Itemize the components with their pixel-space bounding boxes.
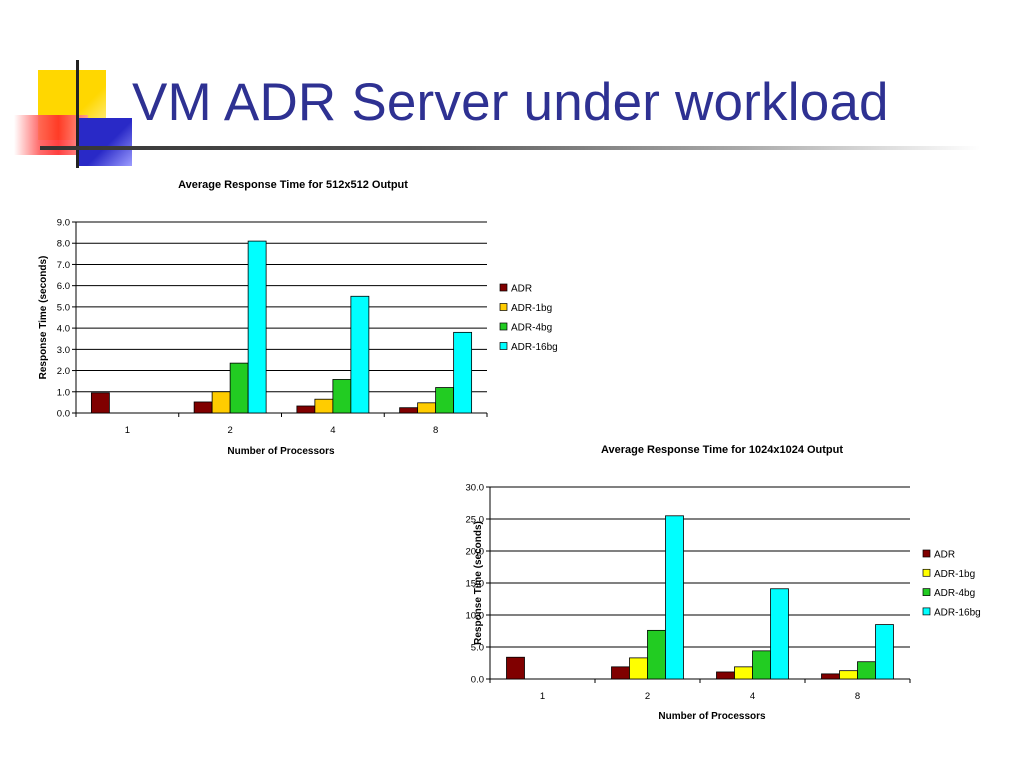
x-tick-label: 4 xyxy=(750,691,755,702)
bar-adr-4bg xyxy=(857,661,876,680)
y-tick-label: 3.0 xyxy=(57,345,70,356)
y-tick-label: 5.0 xyxy=(471,643,484,654)
legend-swatch xyxy=(922,607,931,616)
slide-title: VM ADR Server under workload xyxy=(132,73,889,132)
legend-label: ADR-16bg xyxy=(934,607,981,618)
legend-label: ADR xyxy=(511,284,532,295)
x-tick-label: 2 xyxy=(645,691,650,702)
y-tick-label: 25.0 xyxy=(466,515,485,526)
y-axis-label: Response Time (seconds) xyxy=(473,521,484,645)
legend-label: ADR xyxy=(934,550,955,561)
bar-adr-4bg xyxy=(647,629,666,680)
logo-blue-square xyxy=(78,118,132,166)
x-tick-label: 8 xyxy=(855,691,860,702)
y-tick-label: 6.0 xyxy=(57,281,70,292)
bar-adr xyxy=(611,666,630,680)
y-tick-label: 0.0 xyxy=(471,675,484,686)
x-tick-label: 1 xyxy=(540,691,545,702)
legend-swatch xyxy=(499,342,508,350)
y-tick-label: 8.0 xyxy=(57,239,70,250)
legend-swatch xyxy=(922,588,931,596)
bar-adr xyxy=(90,392,110,414)
y-tick-label: 10.0 xyxy=(466,611,485,622)
bar-adr-16bg xyxy=(770,588,789,680)
legend-label: ADR-1bg xyxy=(934,569,975,580)
y-axis-label: Response Time (seconds) xyxy=(38,256,49,380)
x-axis-label: Number of Processors xyxy=(227,446,335,457)
legend-label: ADR-16bg xyxy=(511,342,558,353)
chart-title: Average Response Time for 512x512 Output xyxy=(178,179,408,191)
bar-adr-16bg xyxy=(247,240,267,414)
bar-adr xyxy=(506,656,525,680)
bar-adr-16bg xyxy=(350,295,370,414)
title-underline xyxy=(40,146,980,150)
legend-swatch xyxy=(499,322,508,331)
x-tick-label: 8 xyxy=(433,425,438,436)
y-tick-label: 4.0 xyxy=(57,324,70,335)
x-axis-label: Number of Processors xyxy=(658,711,766,722)
logo-vertical-line xyxy=(76,60,79,168)
y-tick-label: 0.0 xyxy=(57,409,70,420)
bar-adr-1bg xyxy=(839,670,858,680)
bar-adr-1bg xyxy=(734,666,753,680)
y-tick-label: 30.0 xyxy=(466,483,485,494)
y-tick-label: 2.0 xyxy=(57,366,70,377)
x-tick-label: 1 xyxy=(125,425,130,436)
legend-label: ADR-4bg xyxy=(934,588,975,599)
y-tick-label: 1.0 xyxy=(57,387,70,398)
y-tick-label: 9.0 xyxy=(57,218,70,229)
x-tick-label: 2 xyxy=(227,425,232,436)
bar-adr-16bg xyxy=(453,331,473,414)
legend-swatch xyxy=(922,568,931,577)
x-tick-label: 4 xyxy=(330,425,335,436)
y-tick-label: 20.0 xyxy=(466,547,485,558)
legend-swatch xyxy=(499,283,508,292)
bar-adr-1bg xyxy=(629,657,648,680)
bar-adr xyxy=(821,673,840,680)
bar-adr-4bg xyxy=(752,650,771,680)
bar-adr-16bg xyxy=(875,624,894,680)
legend-swatch xyxy=(922,549,931,558)
bar-adr xyxy=(716,671,735,680)
legend-label: ADR-4bg xyxy=(511,323,552,334)
y-tick-label: 7.0 xyxy=(57,260,70,271)
y-tick-label: 15.0 xyxy=(466,579,485,590)
chart-title: Average Response Time for 1024x1024 Outp… xyxy=(601,444,843,456)
bar-adr-16bg xyxy=(665,515,684,680)
legend-label: ADR-1bg xyxy=(511,303,552,314)
y-tick-label: 5.0 xyxy=(57,302,70,313)
legend-swatch xyxy=(499,303,508,311)
